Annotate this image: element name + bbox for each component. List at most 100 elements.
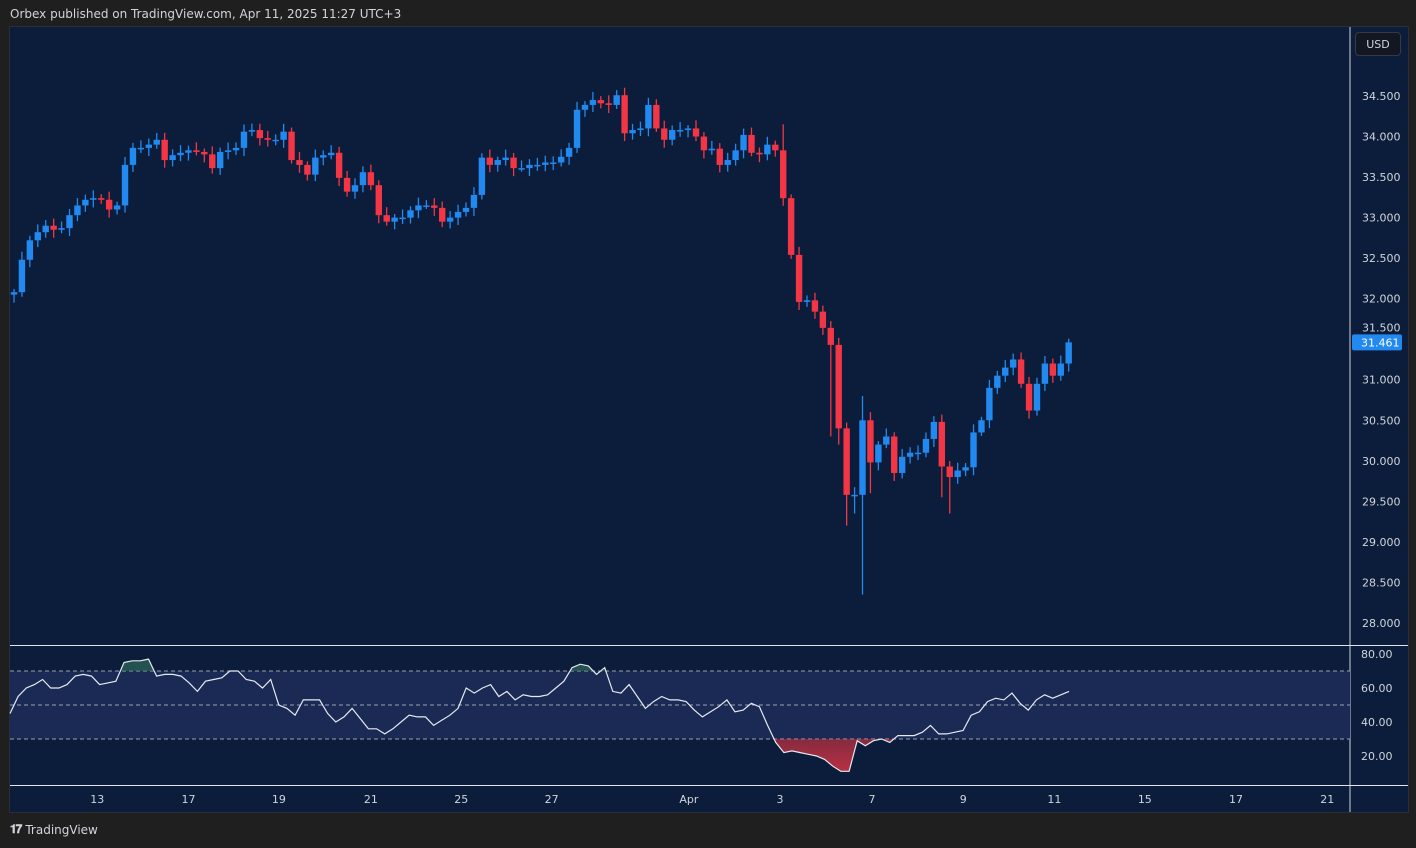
candle-body — [169, 155, 176, 161]
candle — [272, 134, 279, 146]
time-tick-label: 25 — [454, 793, 468, 806]
candle — [732, 143, 739, 166]
candle-body — [232, 147, 240, 151]
candle — [423, 200, 430, 209]
candle-body — [129, 147, 137, 165]
candle — [82, 194, 89, 212]
candle — [431, 198, 438, 216]
candle — [724, 152, 731, 172]
candle — [74, 198, 81, 222]
candle — [780, 124, 787, 206]
candle — [335, 146, 343, 186]
candle — [891, 432, 898, 481]
candle-body — [637, 128, 644, 131]
candle-body — [470, 194, 478, 208]
candle-body — [446, 217, 454, 222]
candle-body — [661, 128, 668, 140]
candle — [946, 461, 953, 514]
candle-body — [280, 131, 287, 140]
candle — [605, 95, 612, 113]
candle — [304, 161, 311, 181]
candle — [684, 125, 692, 138]
candle-body — [724, 160, 731, 165]
candle-body — [1065, 342, 1072, 364]
candle-body — [645, 104, 652, 129]
candle-body — [676, 130, 684, 132]
candle — [209, 146, 216, 174]
candle — [90, 190, 97, 208]
candle — [573, 101, 581, 153]
candle-body — [732, 150, 739, 161]
candle — [328, 145, 335, 160]
candle-body — [240, 131, 248, 148]
candle — [819, 305, 827, 335]
candle — [1033, 377, 1041, 416]
tradingview-footer[interactable]: 𝟏𝟕 TradingView — [10, 822, 98, 837]
candle — [922, 432, 930, 458]
candle — [637, 121, 644, 137]
rsi-tick-label: 60.00 — [1361, 682, 1393, 695]
candle — [58, 221, 65, 234]
candle — [256, 123, 264, 146]
price-tick-label: 29.500 — [1362, 495, 1401, 508]
candle-body — [98, 198, 105, 200]
last-price-label: 31.461 — [1361, 336, 1400, 349]
candle-body — [74, 205, 81, 216]
candle — [787, 194, 795, 259]
candle — [827, 321, 834, 437]
candle — [653, 99, 660, 132]
candle-body — [883, 436, 890, 445]
price-tick-label: 28.000 — [1362, 617, 1401, 630]
candle-body — [399, 217, 406, 220]
candle-body — [1049, 363, 1057, 376]
candle — [121, 156, 129, 213]
candle — [875, 441, 882, 471]
price-tick-label: 32.000 — [1362, 293, 1401, 306]
candle-body — [462, 207, 470, 212]
tradingview-logo-icon: 𝟏𝟕 — [10, 822, 22, 836]
candle — [1057, 355, 1064, 381]
candle-body — [930, 421, 938, 439]
candle-body — [573, 109, 581, 148]
candle — [391, 213, 398, 230]
candle-body — [383, 215, 390, 222]
candle — [692, 120, 700, 142]
candle — [486, 149, 493, 173]
price-tick-label: 34.500 — [1362, 90, 1401, 103]
candle-body — [621, 95, 628, 134]
candle — [66, 208, 73, 236]
candle-body — [423, 205, 430, 207]
time-tick-label: 13 — [90, 793, 104, 806]
candle-body — [351, 185, 359, 192]
candle — [859, 395, 866, 595]
price-tick-label: 31.500 — [1362, 321, 1401, 334]
candle — [201, 148, 208, 163]
candle-body — [161, 139, 168, 161]
candle — [129, 142, 137, 173]
candle — [193, 142, 200, 156]
candle — [740, 128, 747, 159]
candle-body — [431, 205, 438, 208]
time-tick-label: 21 — [364, 793, 378, 806]
candle-body — [209, 154, 216, 169]
candle — [613, 90, 620, 109]
candle-body — [653, 104, 660, 129]
candle — [534, 157, 541, 171]
candle — [835, 337, 842, 445]
rsi-oversold-fill — [10, 739, 1069, 772]
candle — [851, 487, 858, 514]
candle-body — [835, 344, 842, 429]
candle — [1017, 352, 1025, 388]
currency-button[interactable]: USD — [1355, 32, 1401, 56]
candle-body — [454, 211, 462, 218]
candle — [803, 295, 811, 307]
price-tick-label: 33.000 — [1362, 212, 1401, 225]
candle-body — [320, 155, 327, 158]
candle-body — [1017, 359, 1025, 384]
candle — [439, 201, 446, 228]
candle — [621, 87, 628, 141]
candle — [962, 463, 969, 477]
candle — [708, 140, 716, 155]
candle-body — [970, 432, 977, 468]
